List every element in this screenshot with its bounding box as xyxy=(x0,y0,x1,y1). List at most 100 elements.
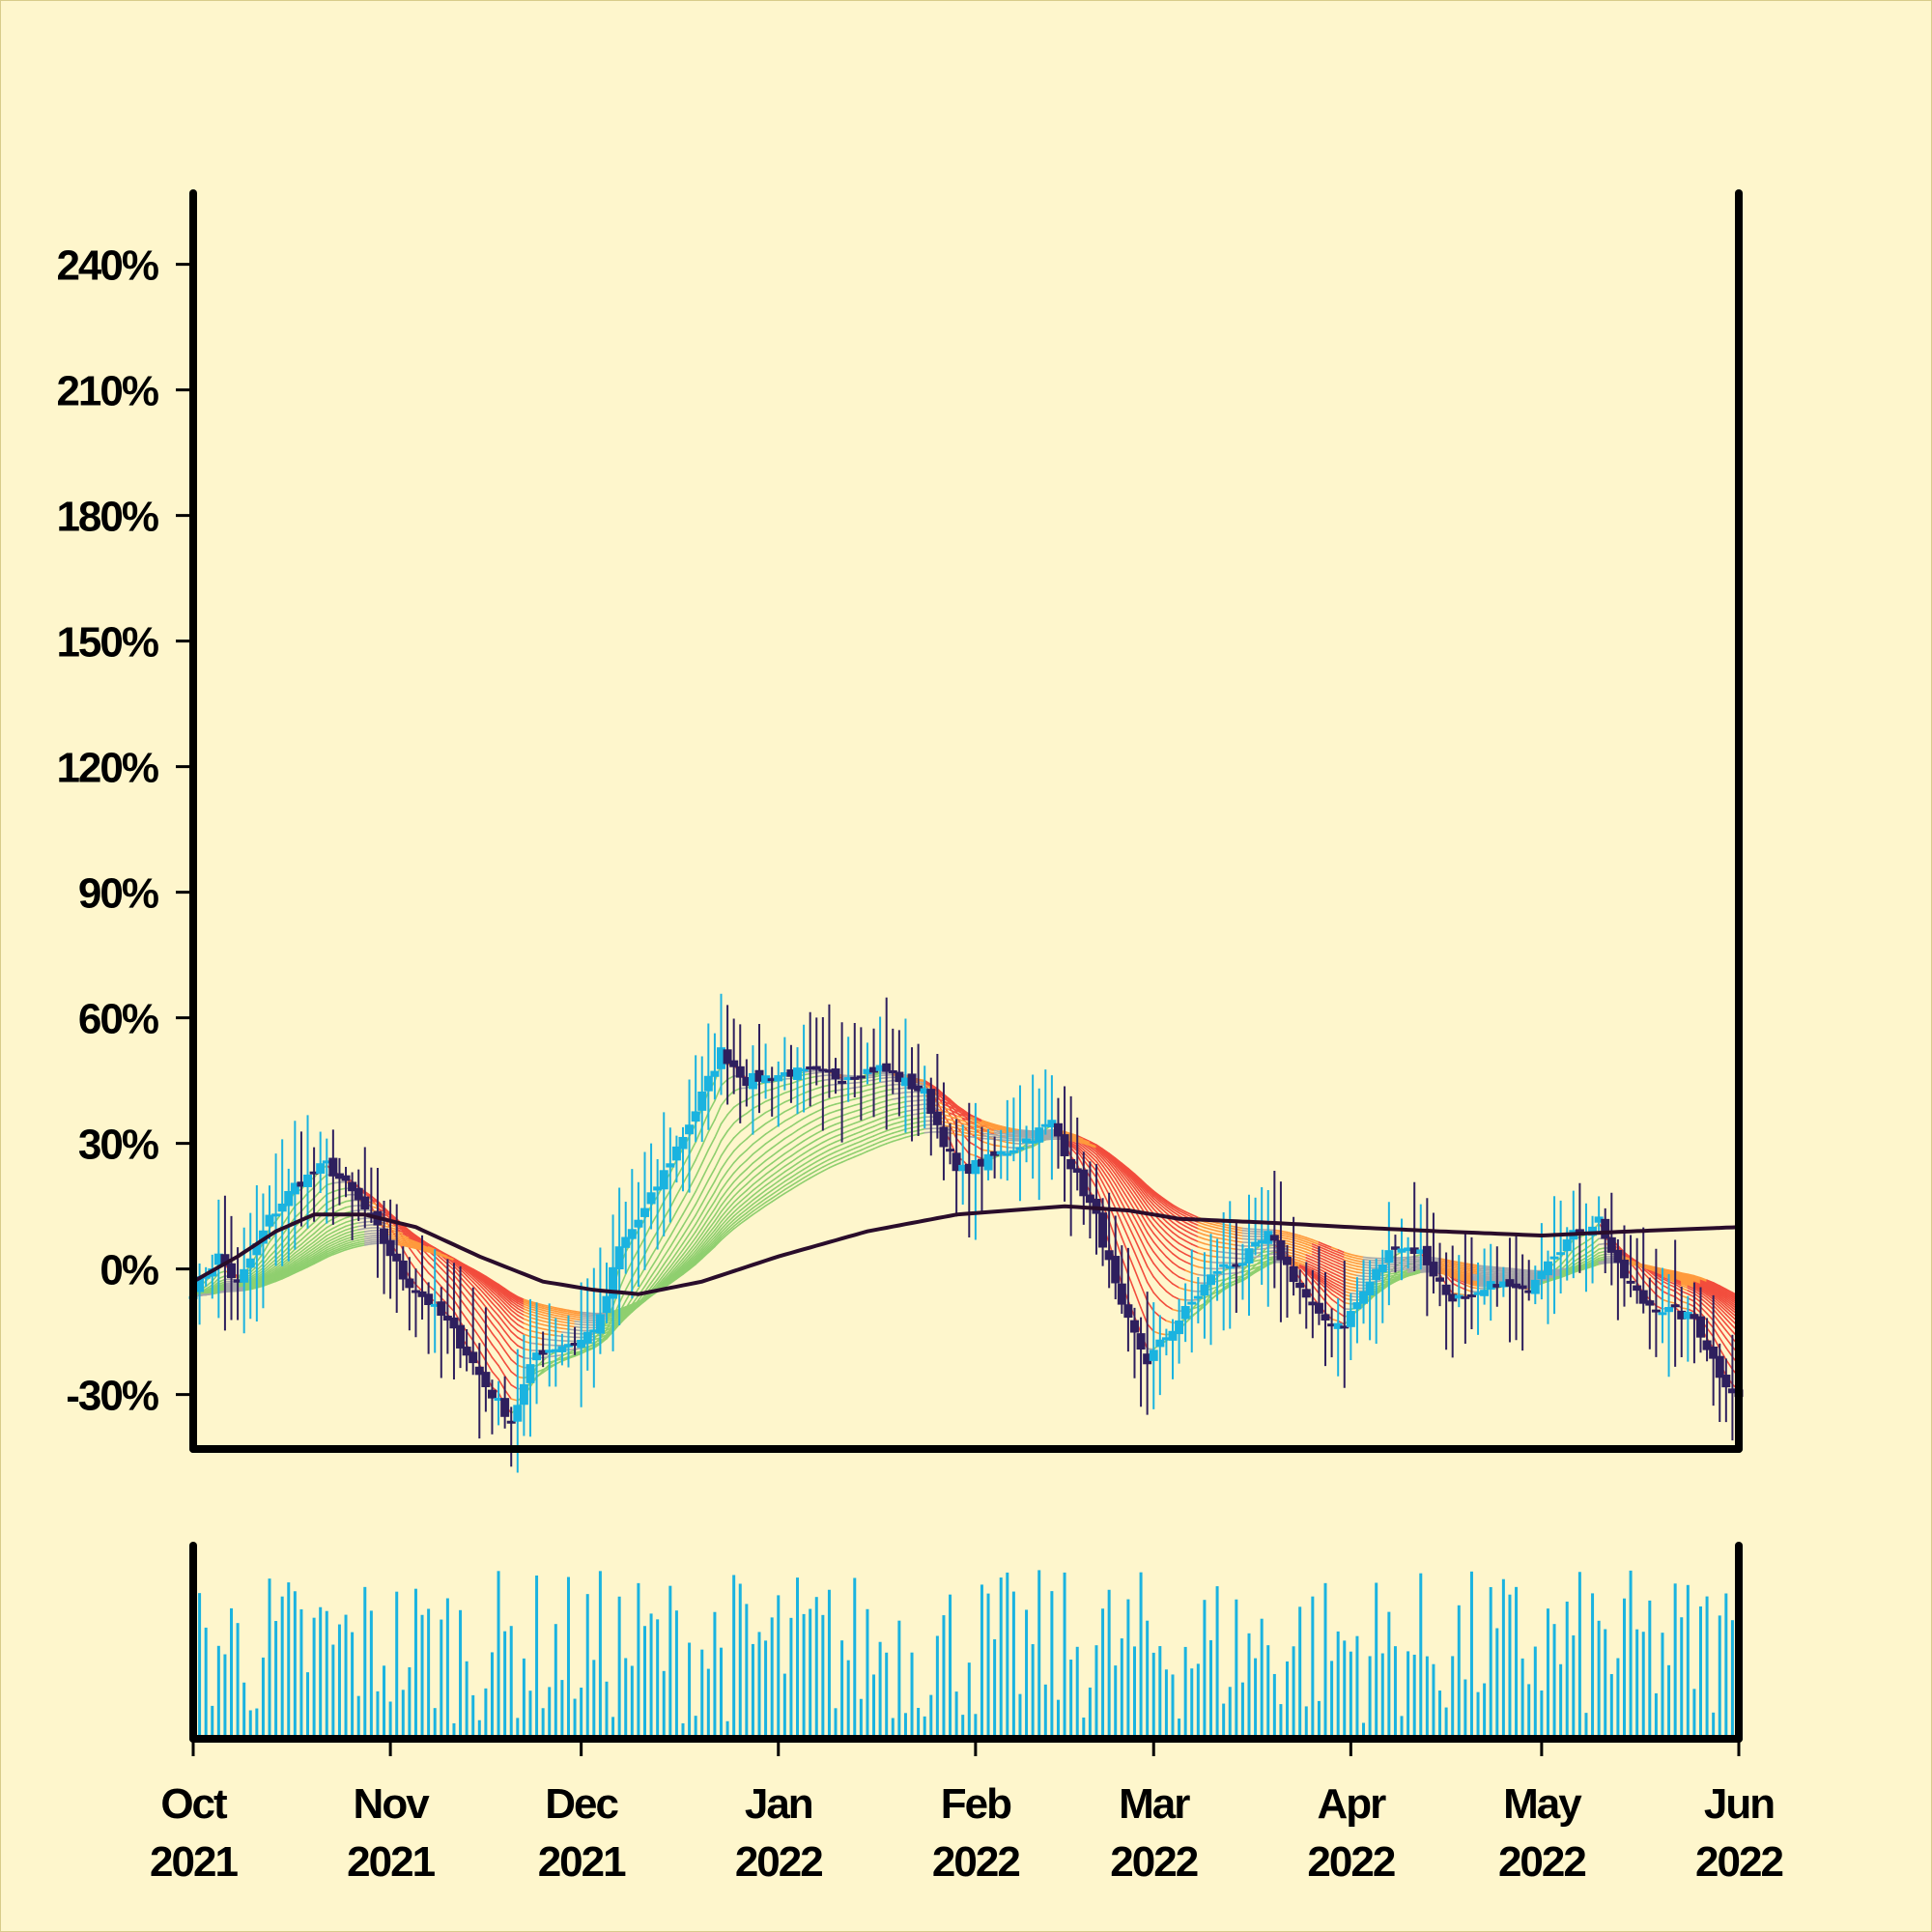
ribbon-segment xyxy=(631,1264,639,1279)
ribbon-segment xyxy=(732,1213,742,1221)
ribbon-segment xyxy=(809,1069,818,1072)
ribbon-segment xyxy=(205,1284,213,1291)
ribbon-segment xyxy=(1573,1265,1581,1269)
ribbon-segment xyxy=(319,1174,328,1181)
ribbon-segment xyxy=(853,1096,863,1100)
ribbon-segment xyxy=(1095,1160,1104,1172)
ribbon-segment xyxy=(561,1355,570,1360)
ribbon-segment xyxy=(917,1116,926,1120)
ribbon-segment xyxy=(745,1153,754,1162)
ribbon-segment xyxy=(1521,1281,1530,1284)
ribbon-segment xyxy=(1687,1297,1695,1302)
y-tick-label: 210% xyxy=(56,368,157,415)
ribbon-segment xyxy=(1470,1270,1479,1273)
ribbon-segment xyxy=(1172,1253,1180,1260)
ribbon-segment xyxy=(892,1088,900,1091)
ribbon-segment xyxy=(1133,1217,1142,1231)
ribbon-segment xyxy=(453,1263,462,1270)
ribbon-segment xyxy=(345,1205,354,1208)
ribbon-segment xyxy=(510,1371,519,1378)
ribbon-segment xyxy=(1178,1236,1186,1242)
ribbon-segment xyxy=(1273,1233,1282,1236)
ribbon-segment xyxy=(1076,1143,1085,1151)
ribbon-segment xyxy=(1267,1256,1276,1259)
ribbon-segment xyxy=(1312,1253,1321,1259)
ribbon-segment xyxy=(987,1128,996,1132)
ribbon-segment xyxy=(414,1245,423,1249)
candle-body xyxy=(424,1293,434,1305)
ribbon-segment xyxy=(510,1338,519,1347)
ribbon-segment xyxy=(1470,1278,1479,1282)
ribbon-segment xyxy=(1687,1290,1695,1294)
ribbon-segment xyxy=(510,1309,519,1317)
ribbon-segment xyxy=(554,1334,563,1338)
ribbon-segment xyxy=(949,1103,957,1109)
ribbon-segment xyxy=(338,1249,347,1253)
ribbon-segment xyxy=(1401,1274,1409,1278)
ribbon-segment xyxy=(580,1317,589,1320)
ribbon-segment xyxy=(516,1307,526,1313)
ribbon-segment xyxy=(993,1127,1002,1131)
ribbon-segment xyxy=(1261,1250,1269,1254)
ribbon-segment xyxy=(313,1245,322,1252)
ribbon-segment xyxy=(1101,1151,1110,1159)
ribbon-segment xyxy=(281,1246,290,1255)
ribbon-segment xyxy=(860,1122,868,1127)
ribbon-segment xyxy=(1350,1276,1358,1280)
ribbon-segment xyxy=(414,1284,423,1293)
ribbon-segment xyxy=(980,1123,989,1127)
ribbon-segment xyxy=(675,1264,684,1273)
ribbon-segment xyxy=(1413,1271,1422,1275)
ribbon-segment xyxy=(815,1074,824,1078)
ribbon-segment xyxy=(1725,1337,1734,1348)
ribbon-segment xyxy=(828,1164,837,1169)
ribbon-segment xyxy=(1305,1262,1314,1267)
ribbon-segment xyxy=(1337,1287,1346,1293)
ribbon-segment xyxy=(1146,1189,1154,1197)
ribbon-segment xyxy=(796,1152,805,1159)
ribbon-segment xyxy=(745,1170,754,1179)
ribbon-segment xyxy=(1324,1246,1333,1251)
ribbon-segment xyxy=(574,1310,582,1314)
ribbon-segment xyxy=(1229,1236,1237,1239)
ribbon-segment xyxy=(274,1263,284,1269)
ribbon-segment xyxy=(911,1122,920,1124)
ribbon-segment xyxy=(1725,1299,1734,1307)
ribbon-segment xyxy=(936,1104,945,1109)
ribbon-segment xyxy=(936,1090,945,1096)
ribbon-segment xyxy=(427,1262,437,1270)
ribbon-segment xyxy=(1044,1136,1053,1139)
ribbon-segment xyxy=(503,1296,513,1305)
ribbon-segment xyxy=(872,1122,881,1127)
ribbon-segment xyxy=(1324,1284,1333,1292)
ribbon-segment xyxy=(822,1163,831,1168)
ribbon-segment xyxy=(351,1222,360,1226)
ribbon-segment xyxy=(695,1191,703,1206)
ribbon-segment xyxy=(281,1273,290,1278)
ribbon-segment xyxy=(491,1371,499,1380)
ribbon-segment xyxy=(516,1336,526,1343)
ribbon-segment xyxy=(313,1260,322,1265)
ribbon-segment xyxy=(287,1264,297,1270)
ribbon-segment xyxy=(198,1293,207,1296)
ribbon-segment xyxy=(1674,1281,1683,1287)
ribbon-segment xyxy=(1330,1280,1339,1286)
ribbon-segment xyxy=(1381,1284,1390,1290)
ribbon-segment xyxy=(389,1236,398,1238)
ribbon-segment xyxy=(803,1072,811,1076)
ribbon-segment xyxy=(739,1208,748,1215)
ribbon-segment xyxy=(287,1205,297,1217)
ribbon-segment xyxy=(1165,1208,1174,1216)
ribbon-segment xyxy=(1324,1253,1333,1259)
ribbon-segment xyxy=(1585,1253,1594,1259)
ribbon-segment xyxy=(707,1220,716,1231)
ribbon-segment xyxy=(567,1336,576,1339)
ribbon-segment xyxy=(402,1226,411,1233)
ribbon-segment xyxy=(294,1234,302,1241)
ribbon-segment xyxy=(1127,1182,1136,1194)
ribbon-segment xyxy=(809,1118,818,1123)
ribbon-segment xyxy=(274,1274,284,1279)
ribbon-segment xyxy=(720,1170,728,1181)
ribbon-segment xyxy=(1127,1179,1136,1189)
ribbon-segment xyxy=(535,1321,544,1326)
